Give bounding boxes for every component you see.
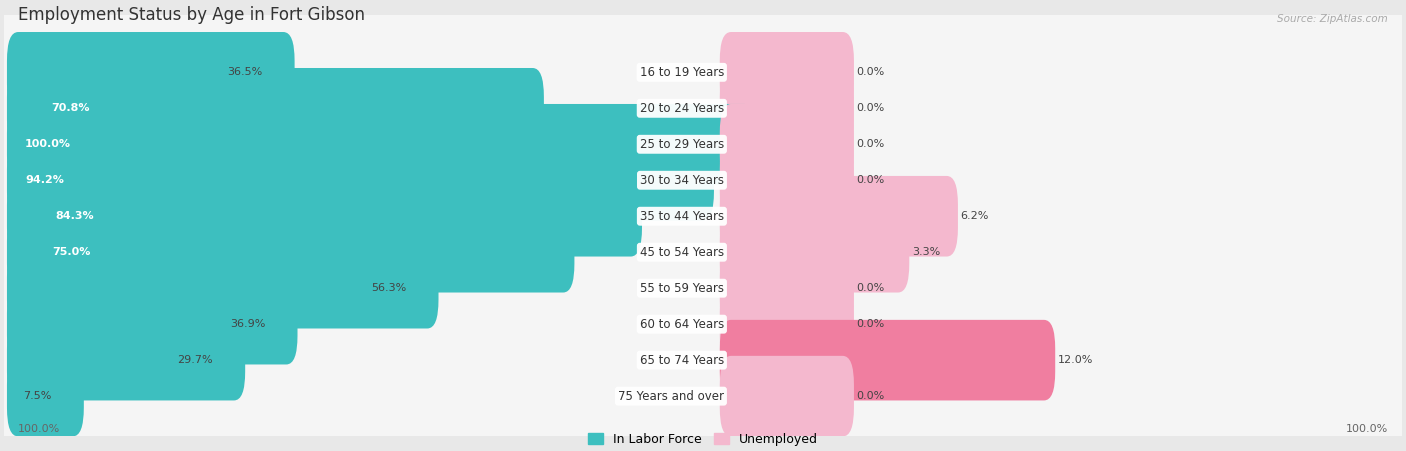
Text: 36.9%: 36.9% [231,319,266,329]
Text: 65 to 74 Years: 65 to 74 Years [640,354,724,367]
FancyBboxPatch shape [7,176,643,257]
FancyBboxPatch shape [720,176,957,257]
FancyBboxPatch shape [7,32,295,113]
FancyBboxPatch shape [7,212,575,293]
Text: 0.0%: 0.0% [856,391,884,401]
FancyBboxPatch shape [720,356,853,437]
Text: 100.0%: 100.0% [1346,423,1388,433]
Text: 20 to 24 Years: 20 to 24 Years [640,102,724,115]
Text: 100.0%: 100.0% [25,139,72,149]
FancyBboxPatch shape [720,68,853,148]
Text: 84.3%: 84.3% [56,211,94,221]
Text: 35 to 44 Years: 35 to 44 Years [640,210,724,223]
Text: 0.0%: 0.0% [856,103,884,113]
Legend: In Labor Force, Unemployed: In Labor Force, Unemployed [583,428,823,451]
FancyBboxPatch shape [7,248,439,328]
Text: 36.5%: 36.5% [228,67,263,77]
Text: 0.0%: 0.0% [856,175,884,185]
FancyBboxPatch shape [7,104,756,184]
Text: 75.0%: 75.0% [52,247,91,257]
Text: 25 to 29 Years: 25 to 29 Years [640,138,724,151]
FancyBboxPatch shape [0,149,1406,283]
FancyBboxPatch shape [0,5,1406,139]
FancyBboxPatch shape [0,41,1406,175]
FancyBboxPatch shape [0,221,1406,355]
Text: 16 to 19 Years: 16 to 19 Years [640,66,724,79]
FancyBboxPatch shape [0,185,1406,319]
FancyBboxPatch shape [7,320,245,400]
FancyBboxPatch shape [720,284,853,364]
Text: Employment Status by Age in Fort Gibson: Employment Status by Age in Fort Gibson [18,6,366,24]
Text: 3.3%: 3.3% [912,247,941,257]
FancyBboxPatch shape [7,68,544,148]
Text: 45 to 54 Years: 45 to 54 Years [640,246,724,259]
Text: 29.7%: 29.7% [177,355,214,365]
Text: 60 to 64 Years: 60 to 64 Years [640,318,724,331]
FancyBboxPatch shape [720,140,853,221]
FancyBboxPatch shape [0,293,1406,427]
FancyBboxPatch shape [720,32,853,113]
FancyBboxPatch shape [7,140,714,221]
Text: 100.0%: 100.0% [18,423,60,433]
FancyBboxPatch shape [720,212,910,293]
Text: 94.2%: 94.2% [25,175,65,185]
Text: 0.0%: 0.0% [856,67,884,77]
Text: 0.0%: 0.0% [856,139,884,149]
FancyBboxPatch shape [720,320,1056,400]
FancyBboxPatch shape [0,329,1406,451]
FancyBboxPatch shape [0,257,1406,391]
Text: Source: ZipAtlas.com: Source: ZipAtlas.com [1277,14,1388,24]
Text: 12.0%: 12.0% [1057,355,1094,365]
Text: 7.5%: 7.5% [24,391,52,401]
FancyBboxPatch shape [720,248,853,328]
Text: 0.0%: 0.0% [856,319,884,329]
Text: 70.8%: 70.8% [51,103,90,113]
Text: 55 to 59 Years: 55 to 59 Years [640,282,724,295]
FancyBboxPatch shape [0,113,1406,247]
Text: 75 Years and over: 75 Years and over [619,390,724,403]
Text: 6.2%: 6.2% [960,211,988,221]
FancyBboxPatch shape [0,78,1406,211]
FancyBboxPatch shape [720,104,853,184]
Text: 56.3%: 56.3% [371,283,406,293]
Text: 30 to 34 Years: 30 to 34 Years [640,174,724,187]
Text: 0.0%: 0.0% [856,283,884,293]
FancyBboxPatch shape [7,284,298,364]
FancyBboxPatch shape [7,356,84,437]
